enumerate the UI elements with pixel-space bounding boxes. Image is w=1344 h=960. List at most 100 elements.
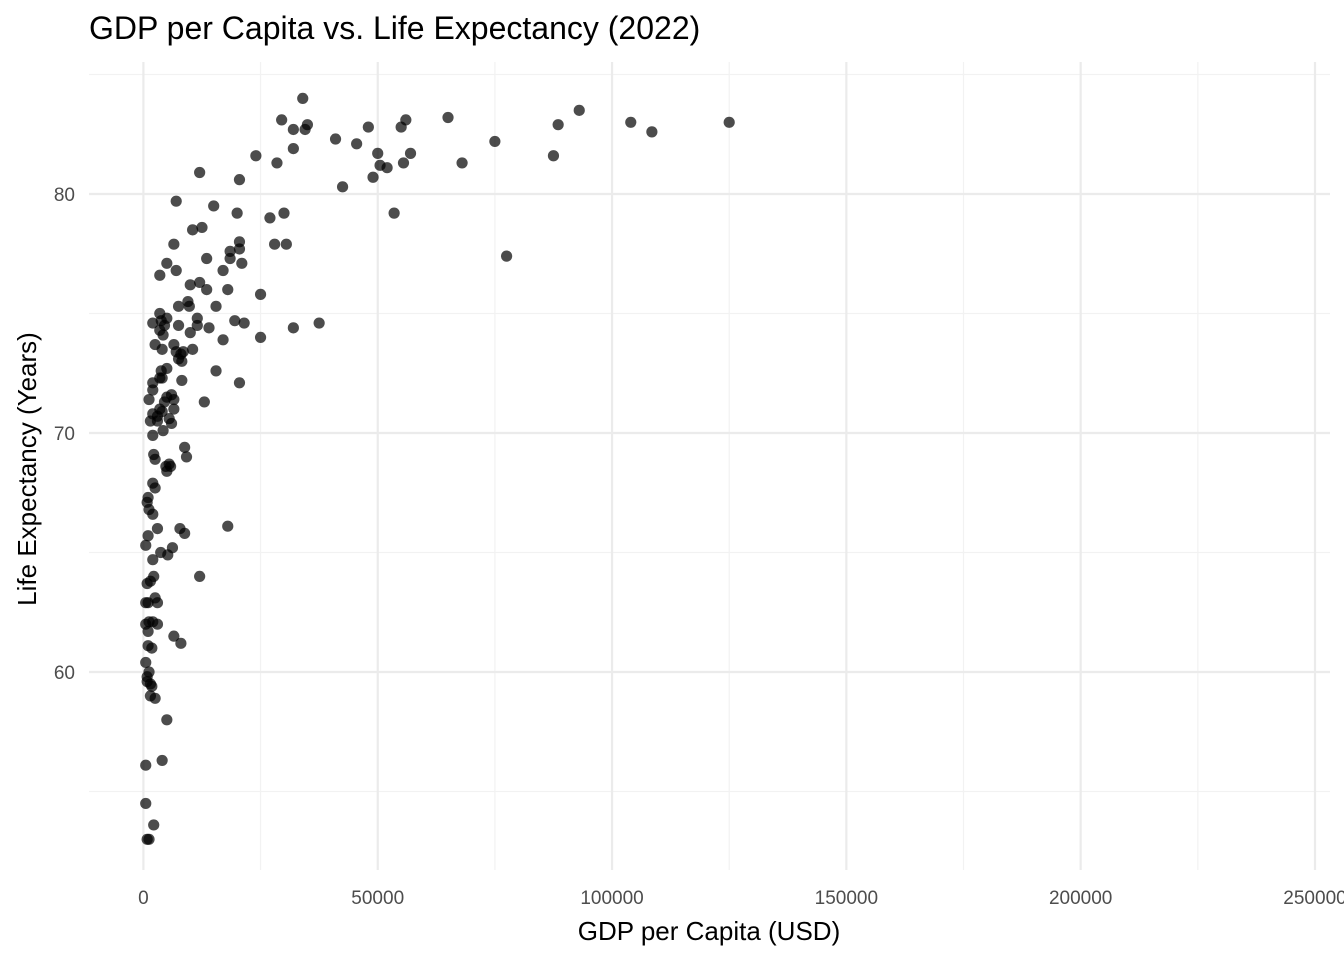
data-point [329,133,342,145]
data-point [170,264,182,277]
data-point [140,759,152,771]
data-point [388,207,400,219]
data-point [397,157,410,169]
data-point [194,166,206,179]
x-tick-label: 250000 [1283,888,1344,909]
data-point [313,317,325,329]
data-point [224,252,236,265]
data-point [372,147,384,159]
data-point [161,257,173,269]
data-point [336,181,349,193]
data-point [187,343,199,355]
data-point [287,322,299,334]
data-point [180,451,193,463]
data-point [229,315,241,327]
data-point [142,530,154,542]
data-point [183,300,195,312]
data-point [404,147,417,159]
chart-title: GDP per Capita vs. Life Expectancy (2022… [89,10,700,46]
data-point [147,384,159,396]
data-point [143,393,155,406]
data-point [165,417,178,430]
data-point [168,630,180,642]
tick-labels: 0 50000 100000 150000 200000 250000 60 70 80 [54,185,1344,909]
data-point [157,329,169,341]
data-point [176,355,188,367]
data-point [367,171,379,183]
data-point [196,221,208,234]
data-point [175,637,187,649]
data-point [147,317,159,329]
data-point [269,238,281,250]
data-point [161,714,173,726]
data-point [264,212,276,224]
data-point [168,238,180,250]
data-point [217,334,229,346]
data-point [142,625,154,637]
data-point [280,238,292,250]
x-tick-label: 150000 [815,888,878,909]
data-point [198,396,210,408]
data-point [156,372,168,384]
x-tick-label: 100000 [580,888,643,909]
data-point [162,549,174,561]
data-point [238,317,250,329]
data-point [151,415,164,427]
data-point [278,207,290,219]
data-point [184,279,196,291]
data-point [362,121,374,133]
data-point [217,264,229,277]
data-point [646,126,658,138]
data-point [287,123,299,136]
x-tick-label: 200000 [1049,888,1112,909]
data-point [201,284,213,296]
data-point [170,195,182,207]
y-axis-title: Life Expectancy (Years) [12,332,42,606]
data-point [147,429,159,441]
data-point [222,520,234,532]
data-point [254,288,267,300]
x-tick-label: 50000 [351,888,404,909]
data-point [233,174,246,186]
data-point [140,797,152,810]
data-point [176,374,188,387]
y-tick-label: 70 [54,424,75,445]
data-point [194,276,206,289]
data-point [148,819,160,831]
data-point [201,252,213,265]
data-point [156,405,168,418]
data-point [442,111,454,124]
data-point [146,680,158,692]
data-point [194,570,206,583]
data-point [231,207,243,219]
data-point [147,508,159,520]
data-point [184,327,196,339]
data-point [179,527,191,539]
data-point [156,343,168,355]
grid-lines [89,62,1330,870]
data-point [222,284,234,296]
data-point [172,319,185,332]
data-point [179,441,191,453]
data-point [149,692,161,704]
data-point [625,116,637,128]
data-point [236,257,248,269]
data-point [144,575,157,587]
data-point [351,138,363,150]
data-point [177,346,189,358]
data-point [287,142,299,155]
data-point [400,114,412,126]
data-point [254,331,267,343]
data-point [208,200,220,212]
data-point [456,157,468,169]
data-point [187,224,199,236]
data-point [149,453,161,465]
data-point [547,150,560,162]
data-point [168,393,180,406]
data-point [147,554,159,566]
y-tick-label: 60 [54,663,75,684]
data-point [210,365,222,377]
data-point [271,157,283,169]
